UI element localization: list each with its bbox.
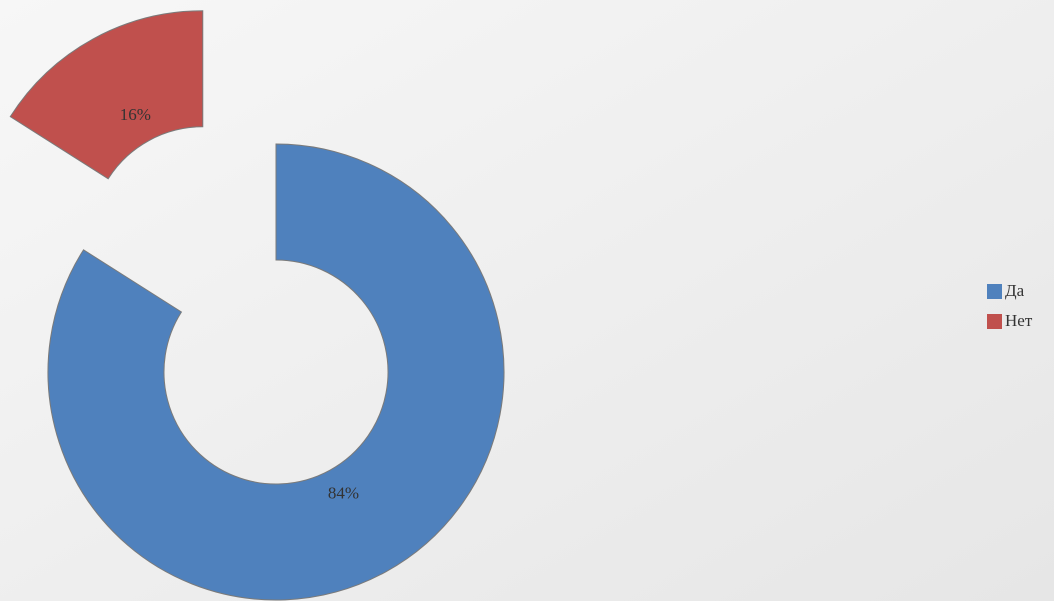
legend-label: Да bbox=[1005, 281, 1025, 300]
legend-swatch bbox=[987, 284, 1002, 299]
slice bbox=[47, 143, 505, 601]
data-label: 84% bbox=[328, 484, 359, 503]
legend-swatch bbox=[987, 314, 1002, 329]
legend-label: Нет bbox=[1005, 311, 1033, 330]
slice bbox=[9, 10, 204, 180]
data-label: 16% bbox=[120, 105, 151, 124]
